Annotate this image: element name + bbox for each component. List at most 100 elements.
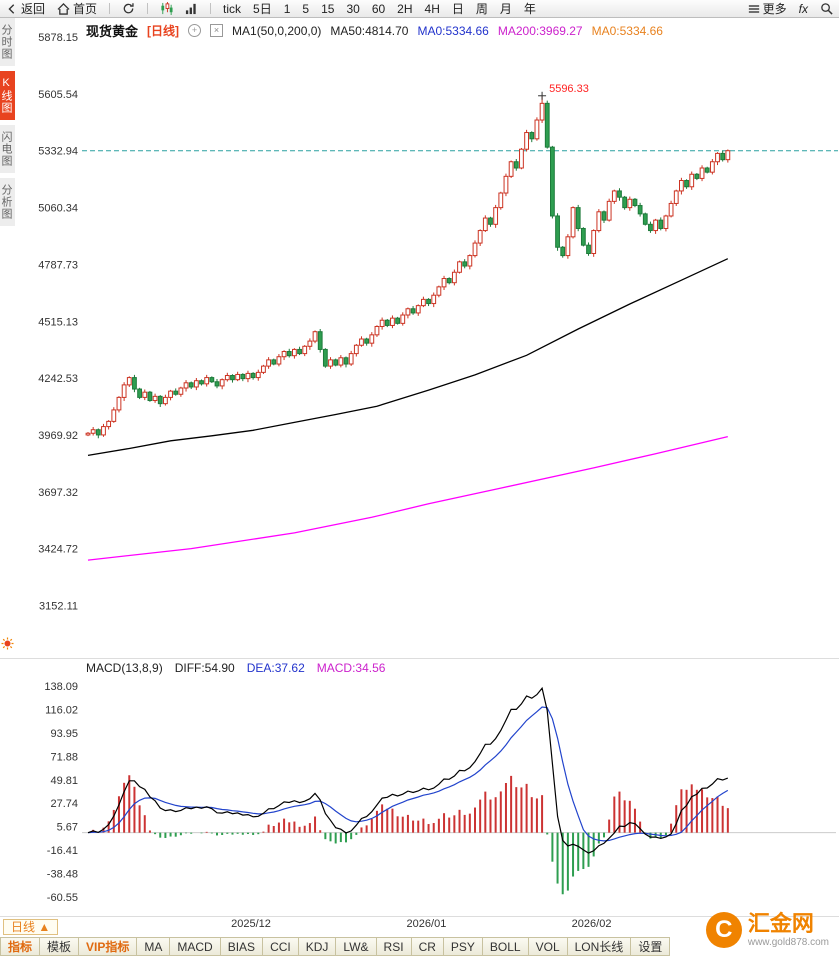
svg-text:49.81: 49.81 [50,775,78,787]
toolbar-candle-view[interactable] [160,2,173,15]
toolbar-fx[interactable]: fx [799,2,808,16]
indicator-tab-0[interactable]: 指标 [0,937,41,956]
axis-divider [0,916,839,917]
home-icon [57,2,70,15]
indicator-tab-1[interactable]: 模板 [40,937,80,956]
sidebar-tab-1[interactable]: K线图 [0,71,15,120]
macd-indicator-chart: 138.09 116.02 93.95 71.88 49.81 27.74 5.67 -16.… [44,681,836,904]
svg-text:116.02: 116.02 [45,704,78,716]
toolbar-search[interactable] [820,2,833,15]
sidebar-tab-3[interactable]: 分析图 [0,178,15,226]
indicator-tab-10[interactable]: CR [411,937,444,956]
ma0-blue-value: MA0:5334.66 [417,23,489,38]
toolbar-volume-view[interactable] [185,2,198,15]
svg-text:3697.32: 3697.32 [38,487,78,499]
toolbar-period-4h-label: 4H [424,1,440,16]
toolbar-home[interactable]: 首页 [57,0,97,17]
chart-type-sidebar: 分时图 K线图闪电图分析图 [0,18,15,919]
x-axis-label-1: 2026/01 [406,918,447,930]
indicator-tab-8[interactable]: LW& [336,937,377,956]
toolbar-period-60[interactable]: 60 [372,2,385,16]
watermark: C 汇金网 www.gold878.com [705,910,829,948]
indicator-tab-14[interactable]: LON长线 [567,937,632,956]
toolbar-period-2h-label: 2H [397,1,413,16]
search-icon [820,2,833,15]
price-panel-header: 现货黄金 [日线] + × MA1(50,0,200,0) MA50:4814.… [86,21,663,40]
toolbar-period-15[interactable]: 15 [321,2,334,16]
toolbar-period-week[interactable]: 周 [476,0,488,17]
indicator-tab-13[interactable]: VOL [528,937,568,956]
toolbar-period-30[interactable]: 30 [346,2,359,16]
toolbar-separator [109,3,111,14]
x-axis-label-2: 2026/02 [571,918,612,930]
candles-icon [160,2,173,15]
brand-name: 汇金网 [747,910,814,936]
svg-text:5878.15: 5878.15 [38,32,78,44]
svg-text:5060.34: 5060.34 [38,203,78,215]
indicator-tab-2[interactable]: VIP指标 [79,937,138,956]
ma50-value: MA50:4814.70 [330,23,409,38]
toolbar-tick-label: tick [223,1,242,16]
toolbar-tick[interactable]: tick [223,2,241,16]
sidebar-tab-0[interactable]: 分时图 [0,18,15,66]
indicator-tab-6[interactable]: CCI [263,937,299,956]
indicator-tab-bar: 指标 模板 VIP指标 MA MACD BIAS CCI KDJ LW& RSI CR PSY BOLL… [0,937,671,956]
svg-text:4787.73: 4787.73 [38,259,78,271]
toolbar-separator [147,3,149,14]
indicator-tab-3[interactable]: MA [137,937,171,956]
volume-icon [185,2,198,15]
toolbar-range-5d[interactable]: 5日 [253,0,272,17]
brand-logo-icon: C [705,912,742,948]
toolbar-period-5[interactable]: 5 [302,2,309,16]
indicator-tab-15[interactable]: 设置 [631,937,671,956]
x-axis-label-0: 2025/12 [231,918,271,930]
svg-text:5.67: 5.67 [57,822,78,834]
indicator-tab-9[interactable]: RSI [376,937,412,956]
toolbar-period-year-label: 年 [523,2,536,16]
ma-toggle-icon[interactable]: × [210,24,224,37]
toolbar: 返回 首页 tick 5日 1 5 15 30 60 2H 4H 日周月年 更多 fx [0,0,839,18]
sun-icon[interactable] [1,637,14,655]
toolbar-period-1[interactable]: 1 [284,2,291,16]
toolbar-period-30-label: 30 [346,1,360,16]
toolbar-back[interactable]: 返回 [6,0,45,17]
indicator-tab-7[interactable]: KDJ [298,937,337,956]
indicator-tab-12[interactable]: BOLL [482,937,529,956]
toolbar-period-month[interactable]: 月 [500,0,512,17]
toolbar-period-2h[interactable]: 2H [397,2,412,16]
symbol-name: 现货黄金 [86,24,139,39]
ma200-value: MA200:3969.27 [497,23,583,38]
indicator-tab-11[interactable]: PSY [443,937,483,956]
toolbar-period-year[interactable]: 年 [524,0,536,17]
x-axis-labels: 2025/12 2026/01 2026/02 [0,918,839,932]
refresh-icon [122,2,135,15]
brand-url: www.gold878.com [747,936,829,948]
toolbar-period-month-label: 月 [499,2,512,16]
toolbar-period-week-label: 周 [475,2,488,16]
svg-text:4242.53: 4242.53 [38,373,78,385]
toolbar-period-4h[interactable]: 4H [425,2,440,16]
toolbar-period-day[interactable]: 日 [452,0,464,17]
toolbar-more[interactable]: 更多 [748,0,787,17]
toolbar-refresh[interactable] [122,2,135,15]
svg-text:-38.48: -38.48 [47,869,78,881]
toolbar-home-label: 首页 [73,2,98,16]
macd-macd-value: MACD:34.56 [316,661,386,675]
period-badge: [日线] [147,24,180,38]
indicator-tab-5[interactable]: BIAS [220,937,264,956]
sidebar-tab-2[interactable]: 闪电图 [0,125,15,173]
toolbar-fx-label: fx [798,1,808,16]
svg-text:4515.13: 4515.13 [38,316,78,328]
indicator-tab-4[interactable]: MACD [170,937,221,956]
macd-dea-value: DEA:37.62 [246,661,305,675]
svg-text:71.88: 71.88 [50,751,78,763]
period-selector[interactable]: 日线 ▲ [3,919,59,935]
toolbar-period-60-label: 60 [371,1,386,16]
svg-text:3152.11: 3152.11 [39,601,78,613]
svg-text:93.95: 93.95 [50,728,78,740]
svg-text:5596.33: 5596.33 [549,83,589,95]
svg-text:5605.54: 5605.54 [38,89,78,101]
toolbar-separator [210,3,212,14]
settings-circle-icon[interactable]: + [188,24,202,37]
